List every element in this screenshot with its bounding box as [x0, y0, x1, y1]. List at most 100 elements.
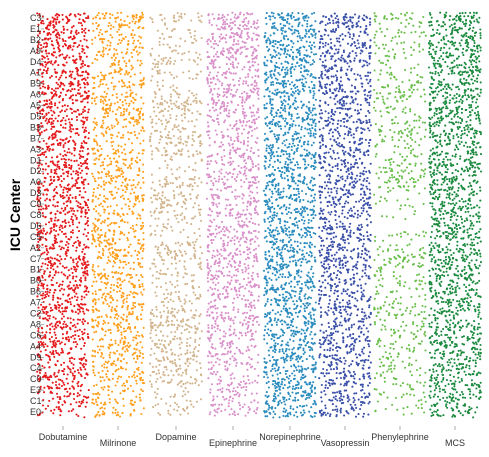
- data-point: [232, 66, 235, 69]
- data-point: [125, 91, 128, 94]
- data-point: [40, 303, 43, 306]
- data-point: [159, 203, 162, 206]
- data-point: [76, 343, 79, 346]
- data-point: [118, 249, 122, 252]
- data-point: [141, 352, 144, 355]
- data-point: [187, 50, 190, 53]
- data-point: [39, 133, 42, 136]
- data-point: [97, 212, 100, 215]
- data-point: [249, 107, 252, 110]
- data-point: [40, 22, 43, 25]
- data-point: [238, 95, 241, 98]
- data-point: [72, 387, 76, 390]
- data-point: [67, 394, 71, 398]
- data-point: [68, 44, 71, 47]
- data-point: [62, 247, 65, 250]
- data-point: [233, 38, 236, 41]
- data-point: [78, 92, 81, 95]
- data-point: [115, 164, 118, 167]
- data-point: [248, 194, 251, 197]
- data-point: [171, 283, 174, 286]
- data-point: [109, 331, 112, 334]
- data-point: [108, 157, 112, 160]
- data-point: [174, 291, 177, 294]
- data-point: [52, 343, 55, 346]
- data-point: [83, 303, 86, 306]
- data-point: [93, 384, 96, 387]
- data-point: [51, 148, 54, 151]
- data-point: [187, 412, 190, 415]
- data-point: [172, 189, 175, 193]
- data-point: [155, 122, 158, 125]
- data-point: [242, 231, 245, 234]
- data-point: [166, 267, 169, 270]
- data-point: [142, 231, 145, 235]
- data-point: [177, 128, 180, 131]
- data-point: [97, 255, 100, 258]
- data-point: [92, 92, 95, 95]
- data-point: [192, 140, 195, 143]
- data-point: [138, 112, 141, 115]
- data-point: [39, 197, 42, 200]
- data-point: [68, 297, 71, 300]
- data-point: [187, 318, 190, 321]
- data-point: [253, 20, 256, 23]
- data-point: [50, 219, 53, 223]
- data-point: [69, 194, 72, 197]
- data-point: [77, 312, 80, 315]
- data-point: [239, 238, 242, 241]
- data-point: [215, 42, 218, 45]
- data-point: [207, 38, 210, 41]
- data-point: [150, 383, 153, 386]
- data-point: [69, 321, 72, 324]
- data-point: [101, 205, 104, 208]
- data-point: [83, 82, 86, 85]
- data-point: [66, 204, 69, 207]
- data-point: [75, 249, 78, 252]
- data-point: [134, 199, 137, 202]
- data-point: [179, 251, 182, 254]
- data-point: [191, 168, 195, 171]
- data-point: [172, 77, 176, 80]
- data-point: [103, 157, 106, 160]
- data-point: [152, 315, 156, 318]
- data-point: [257, 244, 260, 247]
- data-point: [65, 200, 68, 203]
- data-point: [39, 112, 42, 115]
- data-point: [134, 197, 137, 200]
- data-point: [107, 394, 110, 397]
- data-point: [49, 386, 53, 389]
- data-point: [58, 34, 61, 37]
- data-point: [42, 317, 45, 320]
- data-point: [199, 366, 202, 370]
- data-point: [249, 158, 252, 161]
- data-point: [163, 37, 166, 40]
- data-point: [48, 21, 51, 24]
- data-point: [40, 205, 43, 208]
- data-point: [141, 46, 144, 49]
- data-point: [49, 227, 52, 230]
- data-point: [59, 310, 62, 314]
- data-point: [165, 244, 168, 247]
- data-point: [103, 268, 106, 271]
- data-point: [233, 84, 236, 87]
- data-point: [36, 34, 40, 37]
- data-point: [61, 313, 64, 316]
- data-point: [66, 28, 69, 31]
- data-point: [76, 329, 79, 332]
- data-point: [54, 383, 58, 387]
- data-point: [136, 53, 140, 56]
- data-point: [188, 58, 191, 61]
- data-point: [251, 129, 254, 132]
- data-point: [40, 131, 43, 134]
- data-point: [77, 133, 80, 137]
- data-point: [251, 12, 254, 15]
- data-point: [68, 75, 71, 78]
- data-point: [164, 347, 167, 350]
- data-point: [158, 40, 161, 44]
- data-point: [73, 266, 77, 269]
- data-point: [224, 27, 227, 30]
- data-point: [142, 224, 145, 227]
- data-point: [114, 186, 117, 189]
- data-point: [173, 314, 176, 317]
